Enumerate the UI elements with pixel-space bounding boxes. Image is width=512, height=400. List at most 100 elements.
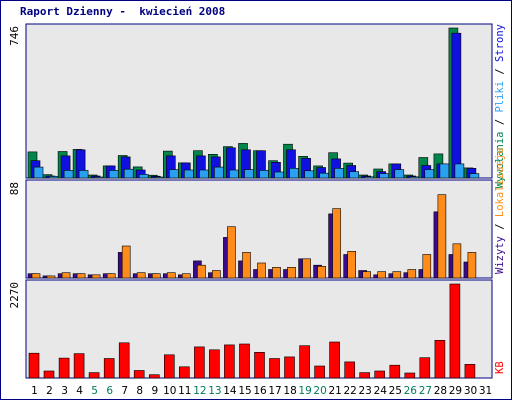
x-day-label: 12 [193, 385, 206, 397]
top-bar [184, 169, 194, 179]
bottom-bar [314, 365, 325, 379]
x-day-label: 27 [419, 385, 432, 397]
top-bar [78, 170, 89, 179]
x-day-label: 9 [151, 385, 158, 397]
top-bar [364, 176, 375, 179]
middle-bar [152, 273, 161, 279]
bottom-bar [389, 364, 401, 379]
middle-bar [167, 272, 176, 279]
legend-label: Strony [494, 24, 506, 62]
legend-separator: / [494, 217, 506, 236]
x-day-label: 11 [178, 385, 191, 397]
middle-bar [302, 258, 311, 279]
bottom-bar [329, 341, 340, 379]
middle-bar [287, 266, 296, 279]
top-bar [244, 169, 254, 179]
top-bar [108, 170, 119, 179]
bottom-bar [224, 344, 235, 379]
top-bar [469, 173, 480, 179]
legend-label: Lokalizacje [494, 148, 506, 218]
bottom-bar [73, 353, 85, 379]
x-day-label: 28 [434, 385, 447, 397]
x-day-label: 3 [61, 385, 68, 397]
top-bar [138, 174, 149, 179]
bottom-bar [374, 370, 386, 379]
top-bar [199, 169, 209, 179]
top-bar [304, 170, 314, 179]
top-bar [349, 171, 360, 179]
middle-bar [467, 252, 477, 279]
top-bar [48, 176, 59, 179]
middle-bar [437, 194, 447, 279]
bottom-bar [344, 361, 356, 379]
middle-bar [212, 270, 221, 279]
middle-bar [182, 273, 191, 279]
x-day-label: 23 [359, 385, 372, 397]
middle-bar [392, 271, 402, 279]
top-bar [454, 163, 465, 179]
top-bar [214, 166, 224, 179]
top-bar [319, 172, 329, 179]
top-bar [409, 176, 420, 179]
middle-bar [407, 269, 417, 279]
bottom-bar [239, 343, 250, 379]
middle-bar [31, 273, 41, 279]
middle-ymax-label: 88 [8, 182, 21, 195]
bottom-bar [449, 283, 461, 379]
x-day-label: 1 [31, 385, 38, 397]
bottom-bar [434, 339, 446, 379]
top-bar [154, 176, 164, 179]
middle-bar [257, 262, 266, 279]
x-day-label: 2 [46, 385, 53, 397]
x-day-label: 21 [329, 385, 342, 397]
top-bar [229, 169, 239, 179]
top-right-legend: Wywołania / Pliki / Strony [494, 24, 506, 188]
x-day-label: 29 [449, 385, 462, 397]
top-bar [274, 171, 284, 179]
top-bar [379, 173, 390, 179]
bottom-bar [149, 374, 160, 379]
middle-bar [377, 271, 387, 279]
middle-bar [61, 272, 71, 279]
x-day-label: 26 [404, 385, 418, 397]
bottom-bar [269, 358, 280, 379]
bottom-bar [419, 357, 431, 379]
x-day-label: 5 [91, 385, 98, 397]
x-day-label: 16 [253, 385, 267, 397]
x-day-label: 24 [374, 385, 388, 397]
middle-bar [272, 266, 281, 279]
top-bar [334, 168, 344, 179]
legend-label: KB [494, 361, 506, 374]
bottom-bar [179, 366, 190, 379]
bottom-bar [118, 342, 130, 379]
middle-bar [121, 245, 131, 279]
x-day-label: 14 [223, 385, 237, 397]
x-day-label: 17 [268, 385, 281, 397]
bottom-bar [359, 372, 371, 379]
top-bar [33, 166, 44, 179]
x-day-label: 31 [479, 385, 492, 397]
top-bar [63, 170, 74, 179]
x-day-label: 18 [283, 385, 296, 397]
top-bar [123, 168, 134, 179]
middle-bar [362, 271, 372, 279]
top-bar [93, 176, 104, 179]
x-day-label: 30 [464, 385, 477, 397]
bottom-bar [43, 370, 55, 379]
x-day-label: 13 [208, 385, 221, 397]
x-day-label: 7 [121, 385, 128, 397]
bottom-bar [464, 363, 476, 379]
top-bar [439, 163, 450, 179]
middle-bar [242, 252, 251, 279]
middle-bar [46, 275, 56, 279]
bottom-bar [404, 372, 416, 379]
middle-bar [136, 272, 146, 279]
bottom-bar [209, 349, 220, 379]
top-bar [424, 169, 435, 179]
x-day-label: 20 [313, 385, 326, 397]
bottom-bar [133, 370, 145, 379]
middle-bar [197, 264, 206, 279]
legend-separator: / [494, 113, 506, 132]
